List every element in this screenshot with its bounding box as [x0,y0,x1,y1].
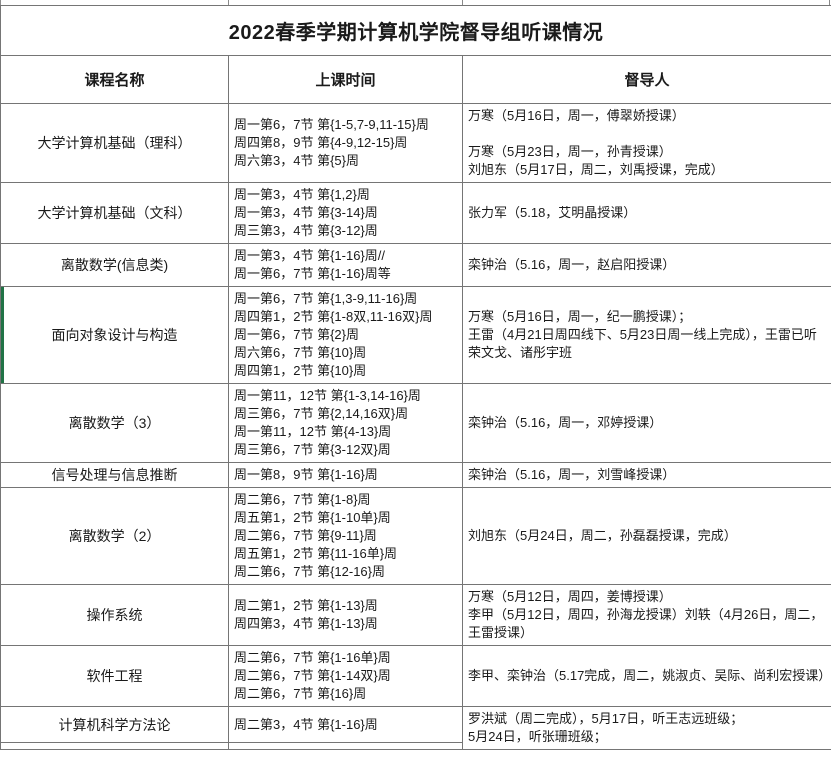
supervisor-cell[interactable]: 刘旭东（5月24日，周二，孙磊磊授课，完成） [461,487,831,585]
course-cell[interactable]: 操作系统 [0,584,229,646]
supervision-table: 2022春季学期计算机学院督导组听课情况 课程名称 上课时间 督导人 大学计算机… [0,5,831,750]
table-row: 离散数学（3） 周一第11，12节 第{1-3,14-16}周 周三第6，7节 … [0,383,831,463]
time-cell[interactable]: 周二第6，7节 第{1-8}周 周五第1，2节 第{1-10单}周 周二第6，7… [228,487,463,585]
supervisor-cell[interactable]: 张力军（5.18，艾明晶授课） [461,182,831,244]
supervisor-cell[interactable]: 万寒（5月16日，周一，傅翠娇授课） 万寒（5月23日，周一，孙青授课） 刘旭东… [461,103,831,183]
time-cell[interactable]: 周一第8，9节 第{1-16}周 [228,462,463,488]
course-cell[interactable]: 软件工程 [0,645,229,707]
grid-line [462,0,463,5]
time-cell[interactable]: 周二第1，2节 第{1-13}周 周四第3，4节 第{1-13}周 [228,584,463,646]
time-cell[interactable]: 周一第3，4节 第{1-16}周// 周一第6，7节 第{1-16}周等 [228,243,463,287]
table-row: 大学计算机基础（文科） 周一第3，4节 第{1,2}周 周一第3，4节 第{3-… [0,182,831,244]
course-cell[interactable]: 大学计算机基础（理科） [0,103,229,183]
supervisor-cell[interactable]: 万寒（5月12日，周四，姜博授课） 李甲（5月12日，周四，孙海龙授课）刘轶（4… [461,584,831,646]
table-body: 大学计算机基础（理科） 周一第6，7节 第{1-5,7-9,11-15}周 周四… [0,103,831,750]
col-header-supervisor[interactable]: 督导人 [461,55,831,104]
supervisor-cell[interactable]: 栾钟治（5.16，周一，刘雪峰授课） [461,462,831,488]
supervisor-cell[interactable]: 栾钟治（5.16，周一，赵启阳授课） [461,243,831,287]
table-row: 软件工程 周二第6，7节 第{1-16单}周 周二第6，7节 第{1-14双}周… [0,645,831,707]
table-row: 操作系统 周二第1，2节 第{1-13}周 周四第3，4节 第{1-13}周 万… [0,584,831,646]
table-row: 离散数学(信息类) 周一第3，4节 第{1-16}周// 周一第6，7节 第{1… [0,243,831,287]
title-row: 2022春季学期计算机学院督导组听课情况 [0,5,831,56]
col-header-course[interactable]: 课程名称 [0,55,229,104]
course-cell[interactable]: 离散数学（2） [0,487,229,585]
time-cell[interactable]: 周一第3，4节 第{1,2}周 周一第3，4节 第{3-14}周 周三第3，4节… [228,182,463,244]
partial-row-top [0,0,831,5]
table-row: 面向对象设计与构造 周一第6，7节 第{1,3-9,11-16}周 周四第1，2… [0,286,831,384]
time-cell[interactable]: 周二第6，7节 第{1-16单}周 周二第6，7节 第{1-14双}周 周二第6… [228,645,463,707]
supervisor-cell[interactable]: 万寒（5月16日，周一，纪一鹏授课）； 王雷（4月21日周四线下、5月23日周一… [461,286,831,384]
col-header-time[interactable]: 上课时间 [228,55,463,104]
time-cell[interactable]: 周一第11，12节 第{1-3,14-16}周 周三第6，7节 第{2,14,1… [228,383,463,463]
course-cell[interactable]: 计算机科学方法论 [0,706,229,743]
time-cell[interactable]: 周一第6，7节 第{1,3-9,11-16}周 周四第1，2节 第{1-8双,1… [228,286,463,384]
grid-line [829,0,830,5]
grid-line [228,0,229,5]
course-cell[interactable]: 离散数学(信息类) [0,243,229,287]
table-row: 离散数学（2） 周二第6，7节 第{1-8}周 周五第1，2节 第{1-10单}… [0,487,831,585]
table-row: 计算机科学方法论 周二第3，4节 第{1-16}周 罗洪斌（周二完成），5月17… [0,706,831,750]
page-title[interactable]: 2022春季学期计算机学院督导组听课情况 [0,5,831,56]
header-row: 课程名称 上课时间 督导人 [0,55,831,104]
course-cell[interactable]: 面向对象设计与构造 [0,286,229,384]
table-row: 信号处理与信息推断 周一第8，9节 第{1-16}周 栾钟治（5.16，周一，刘… [0,462,831,488]
course-cell[interactable]: 大学计算机基础（文科） [0,182,229,244]
course-cell[interactable]: 信号处理与信息推断 [0,462,229,488]
time-cell[interactable]: 周一第6，7节 第{1-5,7-9,11-15}周 周四第8，9节 第{4-9,… [228,103,463,183]
partial-row-bottom [0,742,831,750]
grid-line [0,0,1,5]
empty-cell[interactable] [228,742,463,750]
course-cell[interactable]: 离散数学（3） [0,383,229,463]
time-cell[interactable]: 周二第3，4节 第{1-16}周 [228,706,463,743]
supervisor-cell[interactable]: 罗洪斌（周二完成），5月17日，听王志远班级； 5月24日，听张珊班级； [461,706,831,750]
table-row: 大学计算机基础（理科） 周一第6，7节 第{1-5,7-9,11-15}周 周四… [0,103,831,183]
supervisor-cell[interactable]: 栾钟治（5.16，周一，邓婷授课） [461,383,831,463]
empty-cell[interactable] [0,742,229,750]
supervisor-cell[interactable]: 李甲、栾钟治（5.17完成，周二，姚淑贞、吴际、尚利宏授课） [461,645,831,707]
